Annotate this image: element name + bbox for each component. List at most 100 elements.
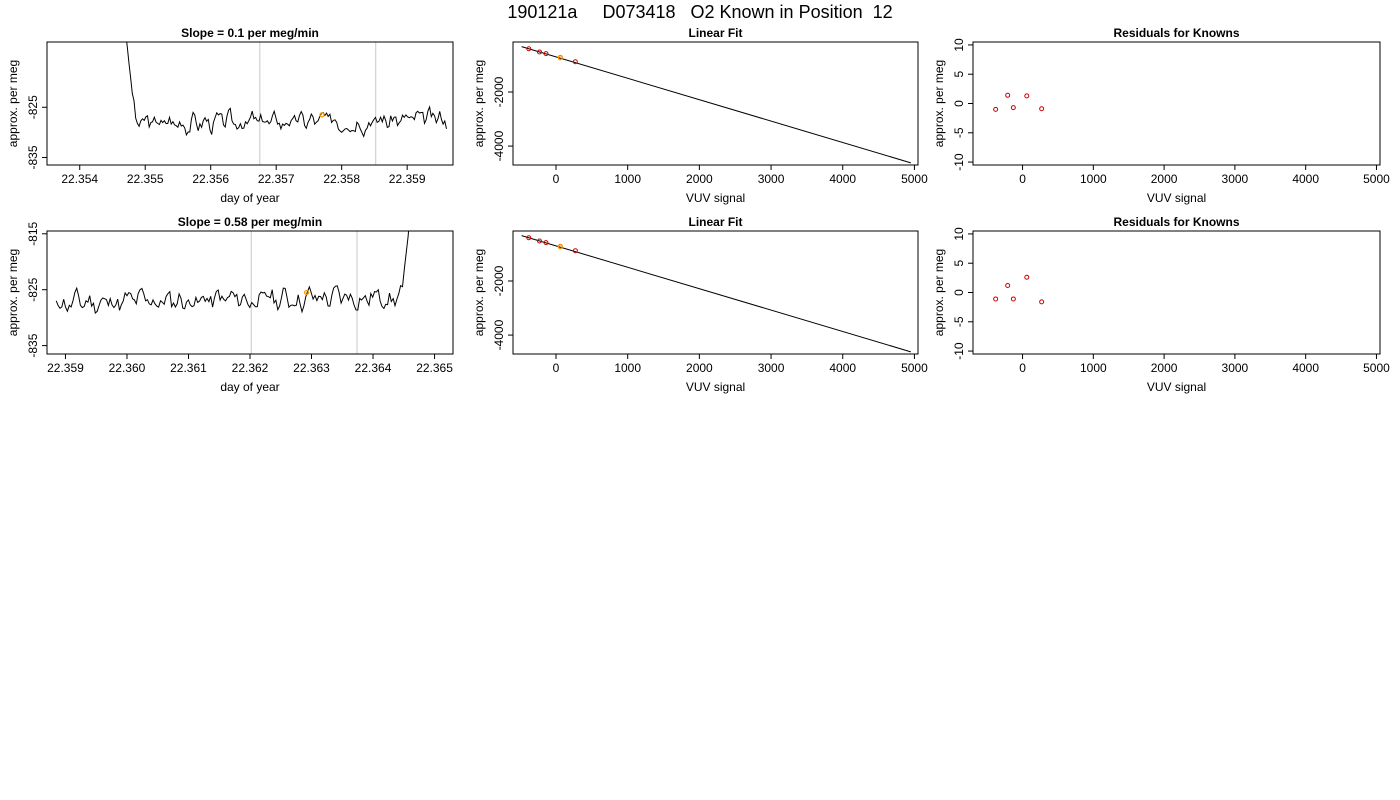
data-point <box>1039 106 1045 112</box>
plot-frame <box>972 41 1381 166</box>
data-point <box>526 235 532 241</box>
panel-title: Residuals for Knowns <box>1113 215 1239 229</box>
data-point <box>1039 299 1045 305</box>
x-tick-label: 22.361 <box>170 361 207 375</box>
data-point <box>526 46 532 52</box>
y-tick-label: -4000 <box>492 130 506 161</box>
plot-frame <box>512 41 919 166</box>
x-tick-label: 22.359 <box>389 172 426 186</box>
highlight-point <box>319 112 325 118</box>
y-axis-label: approx. per meg <box>6 60 20 147</box>
panel-title: Linear Fit <box>688 26 742 40</box>
x-tick-label: 5000 <box>901 361 928 375</box>
panel-title: Residuals for Knowns <box>1113 26 1239 40</box>
x-tick-label: 22.356 <box>192 172 229 186</box>
x-tick-label: 0 <box>1019 361 1026 375</box>
plot-area <box>521 46 911 164</box>
x-axis-label: day of year <box>220 380 279 394</box>
x-axis-label: VUV signal <box>1147 380 1206 394</box>
data-point <box>993 106 999 112</box>
x-axis-label: VUV signal <box>1147 191 1206 205</box>
y-tick-label: -10 <box>952 153 966 171</box>
x-tick-label: 22.363 <box>293 361 330 375</box>
data-point <box>1005 282 1011 288</box>
panel-res2: Residuals for Knowns VUV signal approx. pe… <box>932 215 1390 394</box>
plot-frame <box>512 230 919 355</box>
y-axis-label: approx. per meg <box>6 249 20 336</box>
x-tick-label: 22.364 <box>355 361 392 375</box>
data-point <box>1010 296 1016 302</box>
fit-line <box>521 46 911 164</box>
data-point <box>1024 274 1030 280</box>
x-tick-label: 2000 <box>1151 361 1178 375</box>
panel-title: Slope = 0.58 per meg/min <box>178 215 322 229</box>
x-tick-label: 22.359 <box>47 361 84 375</box>
plot-area <box>55 231 410 354</box>
x-tick-label: 5000 <box>901 172 928 186</box>
y-tick-label: -2000 <box>492 76 506 107</box>
y-axis-label: approx. per meg <box>472 249 486 336</box>
data-point <box>572 59 578 65</box>
data-point <box>1024 93 1030 99</box>
x-axis-label: day of year <box>220 191 279 205</box>
highlight-point <box>557 55 563 61</box>
data-point <box>543 240 549 246</box>
x-tick-label: 4000 <box>829 172 856 186</box>
x-axis-label: VUV signal <box>686 191 745 205</box>
panel-res1: Residuals for Knowns VUV signal approx. pe… <box>932 26 1390 205</box>
y-tick-label: -2000 <box>492 265 506 296</box>
data-point <box>537 49 543 55</box>
x-tick-label: 3000 <box>758 361 785 375</box>
data-point <box>993 296 999 302</box>
y-tick-label: -835 <box>26 333 40 357</box>
x-axis-label: VUV signal <box>686 380 745 394</box>
panel-ts2: Slope = 0.58 per meg/min day of year appro… <box>6 215 454 394</box>
data-point <box>1010 105 1016 111</box>
x-tick-label: 22.358 <box>323 172 360 186</box>
y-tick-label: -815 <box>26 221 40 245</box>
highlight-point <box>303 289 310 296</box>
y-tick-label: 5 <box>952 71 966 78</box>
panel-fit2: Linear Fit VUV signal approx. per meg 0 1000… <box>472 215 928 394</box>
plot-area <box>993 274 1045 305</box>
x-tick-label: 1000 <box>614 361 641 375</box>
y-axis-label: approx. per meg <box>932 60 946 147</box>
y-axis-label: approx. per meg <box>932 249 946 336</box>
y-tick-label: -5 <box>952 316 966 327</box>
plot-area <box>126 42 447 165</box>
x-tick-label: 1000 <box>1080 172 1107 186</box>
x-tick-label: 5000 <box>1363 361 1390 375</box>
y-tick-label: 0 <box>952 289 966 296</box>
x-tick-label: 4000 <box>829 361 856 375</box>
x-tick-label: 5000 <box>1363 172 1390 186</box>
x-tick-label: 2000 <box>686 361 713 375</box>
y-tick-label: -825 <box>26 95 40 119</box>
y-tick-label: -835 <box>26 145 40 169</box>
y-tick-label: 10 <box>952 38 966 52</box>
data-point <box>1005 92 1011 98</box>
panel-ts1: Slope = 0.1 per meg/min day of year approx… <box>6 26 454 205</box>
x-tick-label: 0 <box>553 172 560 186</box>
x-tick-label: 3000 <box>1222 172 1249 186</box>
x-tick-label: 22.355 <box>127 172 164 186</box>
x-tick-label: 22.357 <box>258 172 295 186</box>
x-tick-label: 3000 <box>758 172 785 186</box>
series-line <box>55 231 410 314</box>
x-tick-label: 2000 <box>686 172 713 186</box>
panel-title: Slope = 0.1 per meg/min <box>181 26 319 40</box>
y-tick-label: 0 <box>952 100 966 107</box>
x-tick-label: 1000 <box>614 172 641 186</box>
series-line <box>126 42 447 138</box>
x-tick-label: 0 <box>1019 172 1026 186</box>
data-point <box>543 51 549 57</box>
y-axis-label: approx. per meg <box>472 60 486 147</box>
y-tick-label: -10 <box>952 342 966 360</box>
x-tick-label: 1000 <box>1080 361 1107 375</box>
panel-fit1: Linear Fit VUV signal approx. per meg 0 1000… <box>472 26 928 205</box>
page-title: 190121a D073418 O2 Known in Position 12 <box>507 2 893 22</box>
plot-frame <box>46 230 454 355</box>
y-tick-label: 5 <box>952 260 966 267</box>
x-tick-label: 3000 <box>1222 361 1249 375</box>
x-tick-label: 22.360 <box>109 361 146 375</box>
